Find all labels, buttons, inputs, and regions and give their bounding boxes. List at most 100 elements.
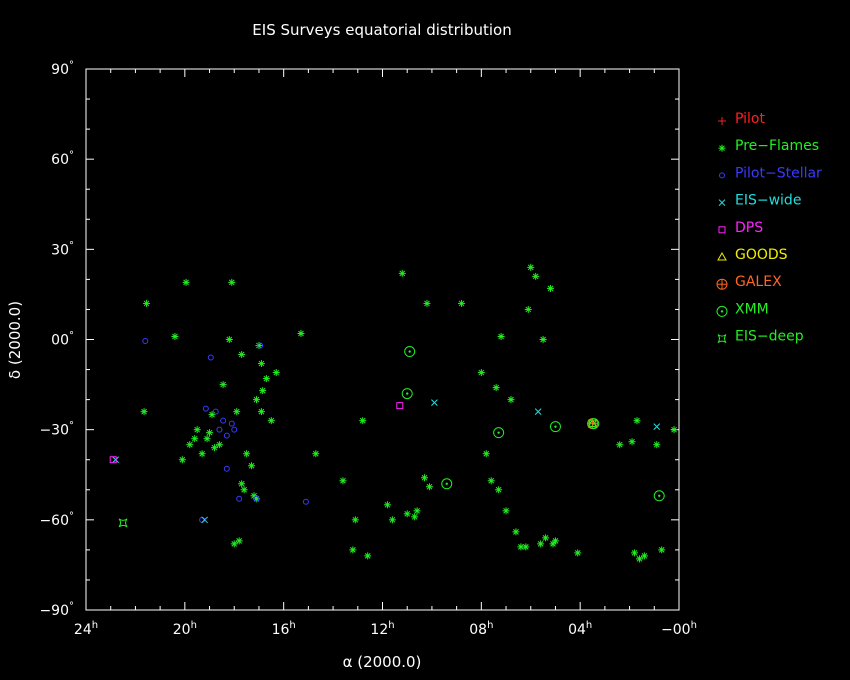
data-point-asterisk — [574, 549, 582, 557]
data-point-asterisk — [497, 332, 505, 340]
data-point-asterisk — [640, 552, 648, 560]
data-point-hourglass — [118, 518, 128, 528]
data-point-circledot — [653, 490, 665, 502]
legend-label: Pre−Flames — [735, 138, 819, 154]
data-point-asterisk — [140, 408, 148, 416]
legend-label: GOODS — [735, 247, 788, 263]
y-tick-label: −30° — [39, 421, 74, 439]
data-point-asterisk — [235, 537, 243, 545]
data-point-asterisk — [248, 462, 256, 470]
data-point-asterisk — [238, 351, 246, 359]
legend-item: GOODS — [717, 247, 788, 263]
data-point-circledot — [441, 478, 453, 490]
data-point-asterisk — [210, 444, 218, 452]
y-axis-label: δ (2000.0) — [6, 301, 24, 379]
data-point-asterisk — [359, 417, 367, 425]
x-tick-label: 08h — [469, 620, 493, 638]
data-point-circledot — [588, 418, 600, 430]
x-tick-label: −00h — [661, 620, 697, 638]
legend-marker-circle — [719, 172, 725, 179]
x-axis-label: α (2000.0) — [343, 653, 422, 671]
data-point-circle — [302, 498, 309, 505]
data-point-asterisk — [539, 336, 547, 343]
x-tick-label: 20h — [173, 620, 197, 638]
legend-label: Pilot — [735, 111, 765, 127]
data-point-circle — [257, 342, 264, 349]
data-point-circledot — [401, 388, 413, 400]
y-tick-label: 00° — [51, 331, 74, 349]
data-point-circledot — [549, 421, 561, 433]
legend: Pilot Pre−Flames Pilot−Stellar EIS−wide DPS G… — [716, 111, 822, 345]
data-point-asterisk — [495, 486, 503, 494]
data-point-asterisk — [257, 408, 265, 416]
data-point-asterisk — [178, 456, 186, 464]
legend-marker-triangle — [717, 251, 727, 261]
x-tick-label: 12h — [370, 620, 394, 638]
legend-label: XMM — [735, 301, 769, 317]
data-point-asterisk — [297, 329, 305, 337]
data-point-asterisk — [658, 546, 666, 554]
data-point-asterisk — [182, 278, 190, 286]
legend-marker-circledot — [716, 305, 728, 317]
data-point-circle — [253, 495, 260, 502]
data-point-asterisk — [423, 299, 431, 307]
data-point-cross — [534, 408, 542, 415]
data-point-asterisk — [191, 435, 199, 443]
y-tick-label: 60° — [51, 150, 74, 168]
data-point-asterisk — [230, 540, 238, 548]
y-tick-label: 90° — [51, 60, 74, 78]
y-tick-label: 30° — [51, 240, 74, 258]
y-tick-label: −60° — [39, 511, 74, 529]
scatter-points — [109, 263, 678, 563]
data-point-asterisk — [203, 435, 211, 443]
data-point-asterisk — [635, 555, 643, 563]
data-point-cross — [431, 399, 438, 406]
legend-item: Pilot−Stellar — [719, 165, 822, 181]
data-point-asterisk — [398, 269, 406, 277]
data-point-asterisk — [351, 516, 359, 524]
data-point-circle — [231, 426, 238, 433]
data-point-asterisk — [215, 441, 223, 449]
data-point-hourglass — [588, 419, 597, 429]
data-point-asterisk — [411, 513, 419, 521]
legend-marker-hourglass — [717, 334, 727, 344]
data-point-asterisk — [421, 474, 429, 482]
data-point-circle — [223, 432, 230, 439]
legend-label: EIS−wide — [735, 193, 801, 209]
x-tick-label: 24h — [74, 620, 98, 638]
legend-label: GALEX — [735, 274, 782, 290]
data-point-circle — [216, 426, 223, 433]
data-point-asterisk — [487, 477, 495, 485]
data-point-asterisk — [272, 369, 280, 377]
data-point-circle — [220, 417, 227, 424]
data-point-asterisk — [312, 450, 320, 458]
data-point-asterisk — [403, 510, 411, 518]
data-point-circledot — [404, 346, 416, 358]
data-point-asterisk — [143, 299, 151, 307]
data-point-asterisk — [339, 477, 347, 485]
legend-item: EIS−deep — [717, 329, 804, 345]
data-point-circle — [228, 420, 235, 427]
data-point-circledot — [493, 427, 505, 439]
data-point-circle — [212, 408, 219, 415]
data-point-asterisk — [198, 450, 206, 458]
data-point-asterisk — [512, 528, 520, 536]
data-point-cross — [653, 423, 661, 431]
data-point-asterisk — [532, 272, 540, 280]
data-point-asterisk — [628, 438, 636, 446]
data-point-asterisk — [171, 332, 179, 340]
data-point-square — [109, 456, 117, 464]
legend-marker-plus — [718, 117, 726, 125]
legend-item: XMM — [716, 301, 769, 317]
legend-item: Pilot — [718, 111, 765, 127]
data-point-asterisk — [413, 507, 421, 515]
data-point-asterisk — [364, 552, 372, 560]
data-point-asterisk — [502, 507, 510, 515]
data-point-circle — [202, 405, 209, 412]
legend-marker-square — [718, 226, 726, 234]
data-point-asterisk — [616, 441, 624, 449]
data-point-asterisk — [551, 537, 559, 545]
data-point-asterisk — [225, 336, 233, 343]
y-tick-label: −90° — [39, 601, 74, 619]
